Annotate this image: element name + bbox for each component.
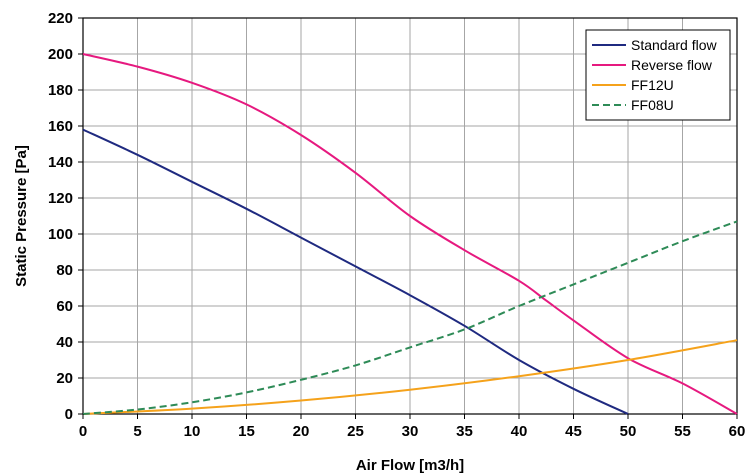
series-line-ff12u (82, 339, 738, 415)
y-tick-label: 220 (48, 10, 73, 27)
x-tick-label: 45 (565, 423, 582, 440)
y-axis-title: Static Pressure [Pa] (13, 145, 30, 287)
x-tick-label: 30 (402, 423, 419, 440)
x-tick-label: 25 (347, 423, 364, 440)
x-tick-label: 15 (238, 423, 255, 440)
legend: Standard flow Reverse flow FF12U FF08U (585, 29, 731, 121)
legend-label: Standard flow (631, 37, 717, 53)
y-tick-labels: 0 20 40 60 80 100 120 140 160 180 200 220 (48, 10, 83, 423)
y-tick-label: 120 (48, 190, 73, 207)
y-tick-label: 0 (65, 406, 73, 423)
x-tick-label: 40 (511, 423, 528, 440)
x-tick-label: 35 (456, 423, 473, 440)
legend-label: FF12U (631, 77, 674, 93)
x-tick-label: 60 (729, 423, 746, 440)
x-tick-label: 20 (293, 423, 310, 440)
series-line-standard-flow (82, 128, 629, 415)
x-axis-title: Air Flow [m3/h] (356, 457, 464, 474)
legend-label: Reverse flow (631, 57, 713, 73)
x-tick-label: 5 (133, 423, 141, 440)
y-tick-label: 140 (48, 154, 73, 171)
y-tick-label: 180 (48, 82, 73, 99)
series-line-ff08u (82, 220, 738, 415)
x-tick-label: 0 (79, 423, 87, 440)
y-tick-label: 200 (48, 46, 73, 63)
x-tick-label: 10 (184, 423, 201, 440)
series-line-reverse-flow (82, 53, 738, 415)
y-tick-label: 60 (56, 298, 73, 315)
y-tick-label: 160 (48, 118, 73, 135)
y-tick-label: 80 (56, 262, 73, 279)
series-group (82, 53, 738, 415)
legend-label: FF08U (631, 97, 674, 113)
y-tick-label: 40 (56, 334, 73, 351)
x-tick-labels: 0 5 10 15 20 25 30 35 40 45 50 55 60 (79, 414, 746, 440)
y-tick-label: 20 (56, 370, 73, 387)
x-tick-label: 55 (674, 423, 691, 440)
x-tick-label: 50 (620, 423, 637, 440)
y-tick-label: 100 (48, 226, 73, 243)
